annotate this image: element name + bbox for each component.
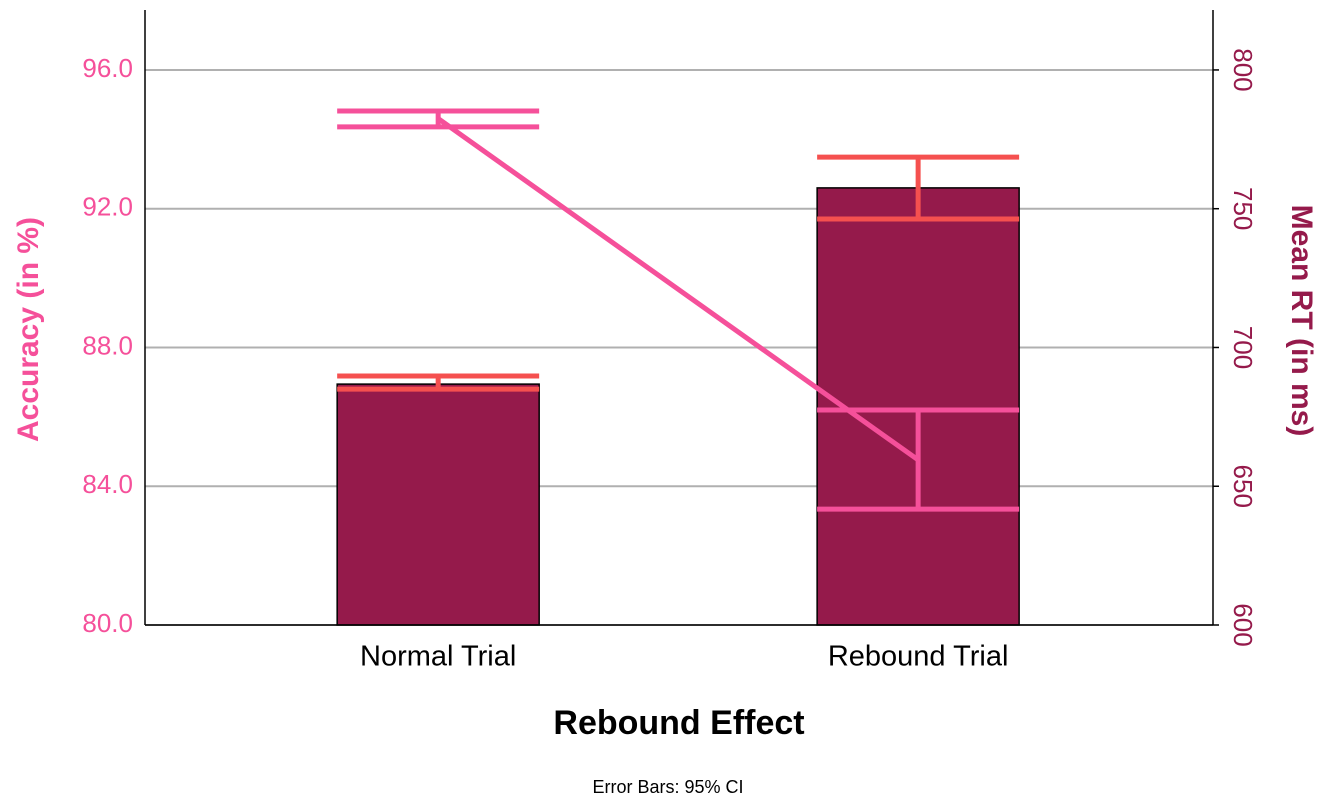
- y-tick-label: 92.0: [82, 192, 133, 222]
- footnote: Error Bars: 95% CI: [592, 777, 743, 797]
- y2-axis-title: Mean RT (in ms): [1285, 205, 1318, 437]
- y-tick-label: 84.0: [82, 469, 133, 499]
- x-tick-label: Normal Trial: [360, 641, 516, 673]
- bar: [816, 187, 1020, 626]
- bar: [336, 383, 540, 626]
- line: [436, 116, 920, 462]
- y2-tick-label: 700: [1228, 326, 1258, 369]
- y2-tick-label: 600: [1228, 603, 1258, 646]
- y2-tick-label: 800: [1228, 48, 1258, 91]
- x-tick-label: Rebound Trial: [828, 641, 1009, 673]
- y-tick-label: 96.0: [82, 53, 133, 83]
- x-axis-title: Rebound Effect: [553, 704, 804, 742]
- y2-tick-label: 650: [1228, 465, 1258, 508]
- y2-tick-label: 750: [1228, 187, 1258, 230]
- y-axis-title: Accuracy (in %): [12, 217, 45, 442]
- y-tick-label: 88.0: [82, 330, 133, 360]
- y-tick-label: 80.0: [82, 608, 133, 638]
